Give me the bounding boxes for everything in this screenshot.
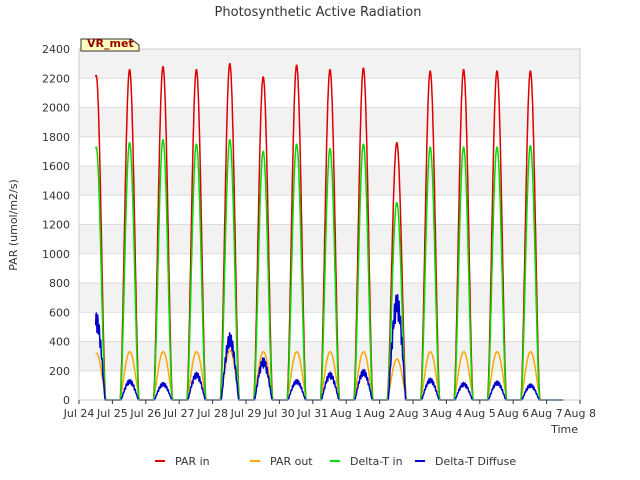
y-tick-label: 400 — [49, 336, 70, 349]
x-tick-label: Jul 29 — [230, 407, 262, 420]
x-tick-label: Jul 24 — [63, 407, 95, 420]
y-tick-label: 2000 — [42, 102, 70, 115]
y-tick-label: 600 — [49, 306, 70, 319]
y-tick-label: 2400 — [42, 43, 70, 56]
y-tick-label: 0 — [63, 394, 70, 407]
x-tick-label: Aug 2 — [364, 407, 396, 420]
y-tick-label: 1400 — [42, 189, 70, 202]
y-axis-ticks: 0 200 400 600 800 1000 1200 1400 1600 1800 2000 220… — [42, 43, 70, 407]
chart-title: Photosynthetic Active Radiation — [215, 5, 422, 20]
y-tick-label: 800 — [49, 277, 70, 290]
y-axis-label: PAR (umol/m2/s) — [7, 179, 20, 271]
y-tick-label: 1200 — [42, 219, 70, 232]
x-tick-label: Jul 28 — [196, 407, 228, 420]
x-tick-label: Jul 27 — [163, 407, 195, 420]
site-label-shape — [80, 38, 140, 52]
background-band — [79, 224, 580, 254]
x-tick-label: Aug 4 — [430, 407, 462, 420]
y-tick-label: 1600 — [42, 160, 70, 173]
legend-label: PAR out — [270, 455, 313, 468]
y-tick-label: 2200 — [42, 72, 70, 85]
legend-label: PAR in — [175, 455, 210, 468]
x-tick-label: Aug 3 — [397, 407, 429, 420]
background-band — [79, 107, 580, 137]
legend: PAR in PAR out Delta-T in Delta-T Diffuse — [155, 455, 516, 468]
x-tick-label: Jul 31 — [296, 407, 328, 420]
legend-label: Delta-T Diffuse — [435, 455, 516, 468]
y-tick-label: 200 — [49, 365, 70, 378]
x-tick-label: Jul 26 — [129, 407, 161, 420]
x-tick-label: Aug 6 — [497, 407, 529, 420]
x-axis-label: Time — [550, 423, 578, 436]
plot-background-bands — [79, 49, 580, 371]
y-tick-label: 1000 — [42, 248, 70, 261]
background-band — [79, 341, 580, 371]
x-tick-label: Jul 30 — [263, 407, 295, 420]
y-tick-label: 1800 — [42, 131, 70, 144]
plot-frame — [78, 48, 581, 401]
x-tick-label: Aug 7 — [531, 407, 563, 420]
legend-label: Delta-T in — [350, 455, 403, 468]
x-tick-label: Aug 1 — [330, 407, 362, 420]
x-axis-ticks: Jul 24 Jul 25 Jul 26 Jul 27 Jul 28 Jul 29 Jul … — [63, 400, 596, 420]
background-band — [79, 166, 580, 196]
x-tick-label: Aug 5 — [464, 407, 496, 420]
site-label-text: VR_met — [87, 37, 134, 50]
background-band — [79, 283, 580, 313]
site-label-box: VR_met — [80, 37, 140, 52]
x-tick-label: Jul 25 — [96, 407, 128, 420]
x-tick-label: Aug 8 — [564, 407, 596, 420]
